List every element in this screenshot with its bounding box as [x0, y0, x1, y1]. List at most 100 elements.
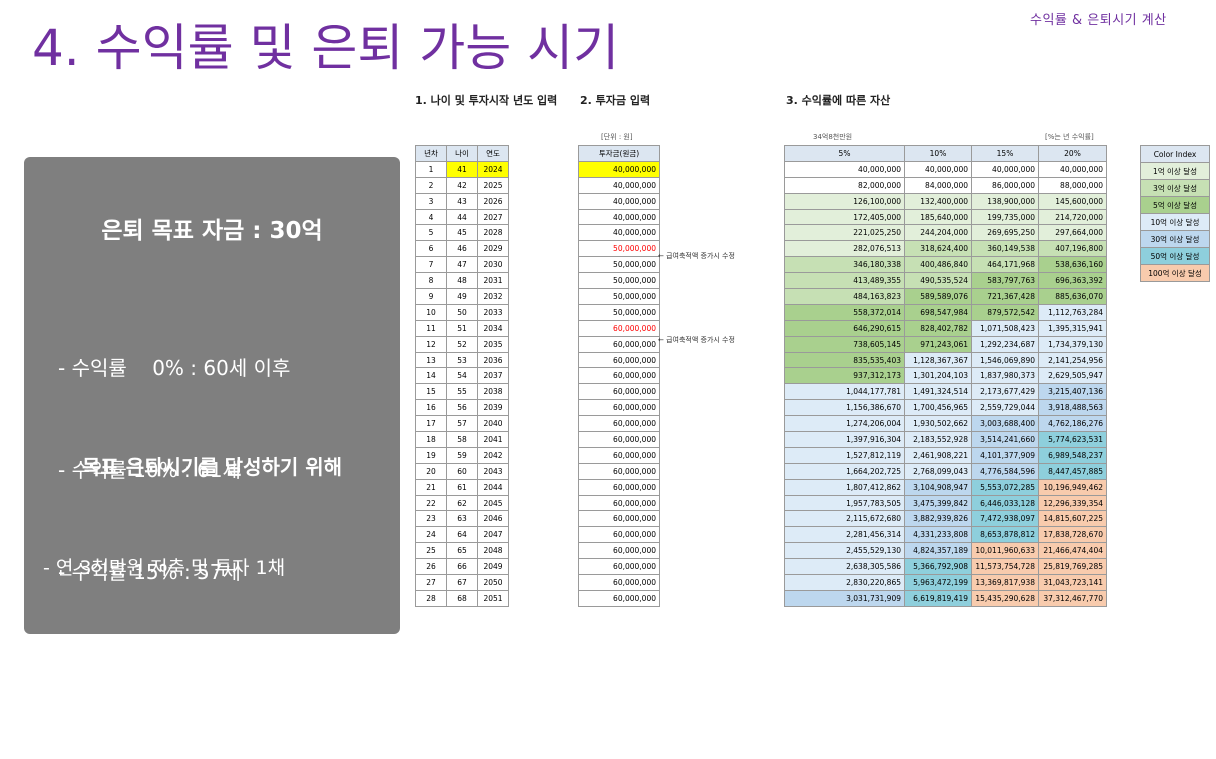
cell-asset: 17,838,728,670 [1038, 526, 1107, 544]
table-row: 60,000,000 [578, 478, 660, 496]
table-row: 1,156,386,670 1,700,456,965 2,559,729,044 3… [784, 399, 1107, 417]
cell-asset: 10,196,949,462 [1038, 478, 1107, 496]
strategy-bullets: - 연 3천만원 저축 및 투자 1채 - 수익률 10% 달성 (잃지않는 투… [43, 483, 329, 755]
cell-age: 55 [446, 383, 478, 401]
cell-asset: 3,475,399,842 [904, 494, 972, 512]
table-row: 8 48 2031 [415, 272, 509, 290]
cell-investment: 50,000,000 [578, 256, 660, 274]
cell-n: 19 [415, 446, 447, 464]
cell-year: 2048 [477, 542, 509, 560]
cell-investment: 60,000,000 [578, 431, 660, 448]
age-year-table: 년차 나이 연도 1 41 2024 2 42 2025 3 43 2026 4 44 2027 5 45… [415, 145, 509, 607]
cell-asset: 879,572,542 [971, 303, 1039, 321]
cell-year: 2051 [477, 589, 509, 607]
cell-n: 25 [415, 542, 447, 560]
cell-asset: 5,963,472,199 [904, 574, 972, 591]
cell-asset: 3,514,241,660 [971, 431, 1039, 448]
strategy-bullet-2: - 수익률 10% 달성 (잃지않는 투자) [43, 659, 330, 681]
cell-asset: 40,000,000 [904, 160, 972, 178]
cell-investment: 40,000,000 [578, 160, 660, 178]
table-row: 1,664,202,725 2,768,099,043 4,776,584,596 8… [784, 462, 1107, 480]
cell-asset: 1,930,502,662 [904, 415, 972, 433]
table-row: 50,000,000 [578, 303, 660, 321]
strategy-heading: 목표 은퇴시기를 달성하기 위해 [81, 455, 343, 479]
legend-row: 10억 이상 달성 [1140, 213, 1210, 231]
cell-year: 2035 [477, 335, 509, 353]
cell-year: 2026 [477, 192, 509, 210]
cell-asset: 214,720,000 [1038, 208, 1107, 226]
cell-age: 57 [446, 415, 478, 433]
table-row: 1 41 2024 [415, 160, 509, 178]
cell-n: 4 [415, 208, 447, 226]
cell-investment: 60,000,000 [578, 526, 660, 544]
cell-asset: 1,837,980,373 [971, 367, 1039, 385]
cell-asset: 138,900,000 [971, 192, 1039, 210]
summary-panel: 은퇴 목표 자금 : 30억 - 수익률 0% : 60세 이후 - 수익률 1… [24, 157, 400, 686]
cell-asset: 7,472,938,097 [971, 510, 1039, 528]
cell-n: 14 [415, 367, 447, 385]
cell-year: 2033 [477, 303, 509, 321]
table-row: 60,000,000 [578, 494, 660, 512]
cell-age: 65 [446, 542, 478, 560]
cell-n: 1 [415, 160, 447, 178]
section-3-title: 3. 수익률에 따른 자산 [786, 94, 891, 107]
table-row: 19 59 2042 [415, 446, 509, 464]
bullet-rate-0: - 수익률 0% : 60세 이후 [58, 356, 291, 380]
cell-year: 2040 [477, 415, 509, 433]
cell-investment: 40,000,000 [578, 224, 660, 242]
cell-investment: 60,000,000 [578, 415, 660, 433]
cell-asset: 3,031,731,909 [784, 589, 905, 607]
table-row: 1,807,412,862 3,104,908,947 5,553,072,285 1… [784, 478, 1107, 496]
cell-asset: 37,312,467,770 [1038, 589, 1107, 607]
table-row: 1,957,783,505 3,475,399,842 6,446,033,128 1… [784, 494, 1107, 512]
table-row: 738,605,145 971,243,061 1,292,234,687 1,734… [784, 335, 1107, 353]
change-note-2: ← 급여축적액 증가시 수정 [658, 336, 735, 344]
cell-investment: 60,000,000 [578, 335, 660, 353]
table-row: 60,000,000 [578, 399, 660, 417]
header-cell: 10% [904, 145, 972, 162]
header-cell: 5% [784, 145, 905, 162]
table-row: 60,000,000 [578, 510, 660, 528]
table-row: 28 68 2051 [415, 589, 509, 607]
retirement-goal: 은퇴 목표 자금 : 30억 [101, 218, 323, 244]
page-title: 4. 수익률 및 은퇴 가능 시기 [32, 19, 620, 77]
cell-n: 20 [415, 462, 447, 480]
table-row: 18 58 2041 [415, 431, 509, 448]
cell-year: 2041 [477, 431, 509, 448]
cell-asset: 4,762,186,276 [1038, 415, 1107, 433]
cell-asset: 937,312,173 [784, 367, 905, 385]
cell-asset: 828,402,782 [904, 319, 972, 337]
table-row: 484,163,823 589,589,076 721,367,428 885,636… [784, 288, 1107, 305]
asset-note: 34억8천만원 [813, 133, 853, 141]
cell-age: 62 [446, 494, 478, 512]
cell-asset: 696,363,392 [1038, 272, 1107, 290]
cell-asset: 5,366,792,908 [904, 558, 972, 576]
cell-asset: 318,624,400 [904, 240, 972, 258]
table-row: 3 43 2026 [415, 192, 509, 210]
table-row: 27 67 2050 [415, 574, 509, 591]
cell-investment: 40,000,000 [578, 176, 660, 194]
table-row: 14 54 2037 [415, 367, 509, 385]
cell-investment: 60,000,000 [578, 351, 660, 369]
cell-age: 66 [446, 558, 478, 576]
table-row: 40,000,000 [578, 192, 660, 210]
cell-asset: 14,815,607,225 [1038, 510, 1107, 528]
legend-item: 100억 이상 달성 [1140, 264, 1210, 282]
cell-asset: 40,000,000 [971, 160, 1039, 178]
cell-age: 51 [446, 319, 478, 337]
cell-year: 2044 [477, 478, 509, 496]
table-row: 60,000,000 [578, 542, 660, 560]
legend-item: 30억 이상 달성 [1140, 230, 1210, 248]
cell-age: 49 [446, 288, 478, 305]
cell-n: 22 [415, 494, 447, 512]
cell-investment: 60,000,000 [578, 383, 660, 401]
cell-age: 47 [446, 256, 478, 274]
cell-n: 23 [415, 510, 447, 528]
cell-year: 2031 [477, 272, 509, 290]
cell-n: 7 [415, 256, 447, 274]
cell-year: 2046 [477, 510, 509, 528]
cell-age: 42 [446, 176, 478, 194]
cell-age: 48 [446, 272, 478, 290]
table-row: 60,000,000 [578, 351, 660, 369]
cell-asset: 2,559,729,044 [971, 399, 1039, 417]
